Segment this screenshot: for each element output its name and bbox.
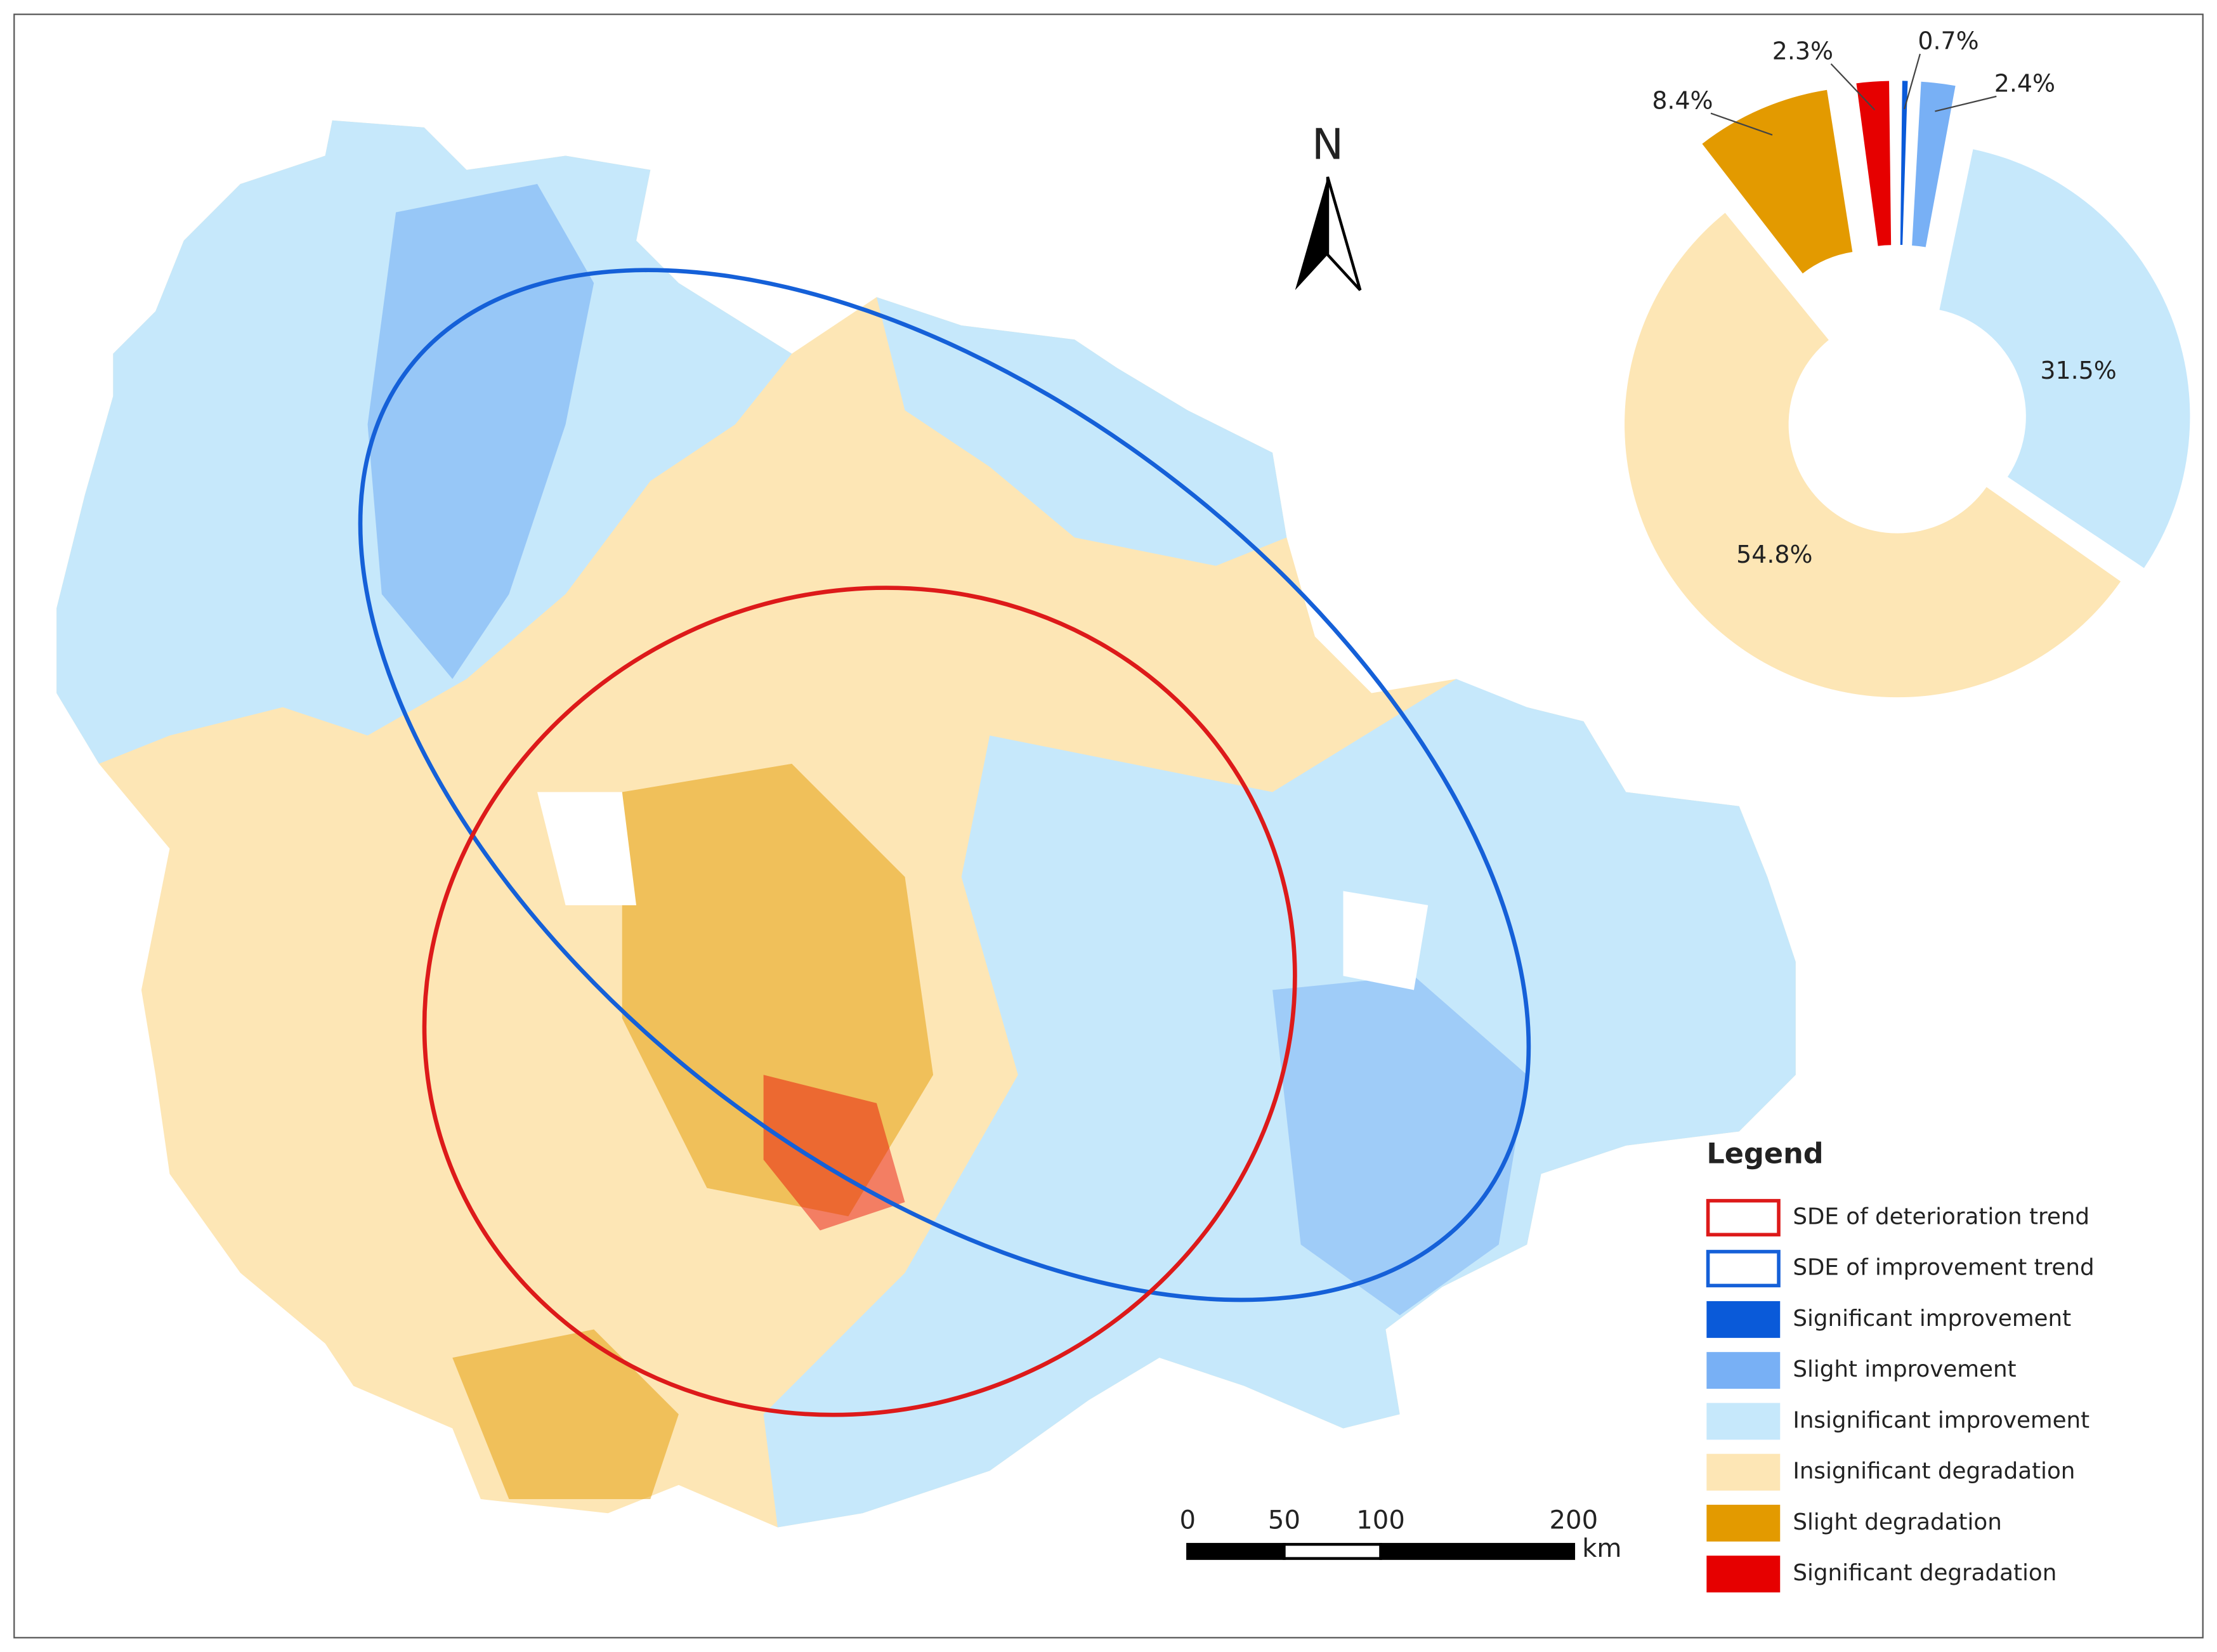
legend-label: Slight improvement — [1793, 1356, 2016, 1382]
sde-improvement — [358, 268, 1531, 1302]
donut-slice — [1625, 213, 2121, 698]
donut-slice — [1900, 81, 1908, 246]
legend-swatch — [1706, 1504, 1781, 1542]
scale-label: 0 — [1180, 1506, 1196, 1535]
leader-line — [1710, 112, 1773, 136]
legend-swatch — [1706, 1198, 1781, 1236]
degradation-core — [452, 1329, 679, 1499]
scale-label: 100 — [1356, 1506, 1405, 1535]
legend-label: SDE of improvement trend — [1793, 1255, 2094, 1281]
leader-line — [1935, 95, 1997, 112]
legend-swatch — [1706, 1453, 1781, 1491]
legend-label: Insignificant improvement — [1793, 1407, 2089, 1433]
legend-label: Slight degradation — [1793, 1509, 2002, 1535]
legend-swatch — [1706, 1301, 1781, 1338]
legend-swatch — [1706, 1352, 1781, 1389]
legend-label: Significant improvement — [1793, 1306, 2071, 1332]
donut-slice — [1939, 149, 2190, 568]
value-label: 8.4% — [1652, 86, 1713, 114]
legend: Legend SDE of deterioration trend SDE of … — [1706, 1137, 2095, 1593]
value-label: 31.5% — [2040, 357, 2116, 384]
legend-swatch — [1706, 1250, 1781, 1288]
legend-label: Significant degradation — [1793, 1560, 2057, 1586]
improvement-core — [1272, 976, 1527, 1316]
donut-slice — [1856, 81, 1892, 246]
scale-segment — [1379, 1543, 1576, 1560]
donut-slice — [1702, 89, 1853, 274]
map — [56, 120, 1796, 1528]
legend-swatch — [1706, 1403, 1781, 1440]
legend-label: Insignificant degradation — [1793, 1459, 2075, 1485]
scale-segment — [1283, 1543, 1382, 1560]
blank-area — [1343, 891, 1429, 990]
improvement-core — [367, 184, 594, 679]
north-label: N — [1312, 120, 1344, 169]
value-label: 2.4% — [1994, 70, 2055, 98]
arrow-half — [1326, 176, 1362, 291]
improvement-area — [763, 679, 1796, 1528]
blank-area — [537, 792, 637, 905]
legend-title: Legend — [1706, 1137, 1823, 1170]
scale-unit: km — [1582, 1534, 1621, 1563]
scale-label: 200 — [1550, 1506, 1599, 1535]
legend-label: SDE of deterioration trend — [1793, 1203, 2089, 1229]
legend-swatch — [1706, 1556, 1781, 1593]
scale-segment — [1186, 1543, 1286, 1560]
sde-deterioration — [422, 586, 1297, 1417]
value-label: 54.8% — [1736, 541, 1812, 568]
donut-chart: 0.7% 2.4% 31.5% 54.8% 8.4% 2.3% — [1625, 27, 2190, 698]
donut-slice — [1912, 81, 1956, 247]
value-label: 0.7% — [1918, 27, 1978, 55]
leader-line — [1830, 63, 1876, 110]
degradation-core — [622, 763, 934, 1217]
leader-line — [1904, 53, 1921, 110]
scale-label: 50 — [1268, 1506, 1300, 1535]
improvement-area — [876, 297, 1287, 566]
value-label: 2.3% — [1772, 37, 1833, 65]
